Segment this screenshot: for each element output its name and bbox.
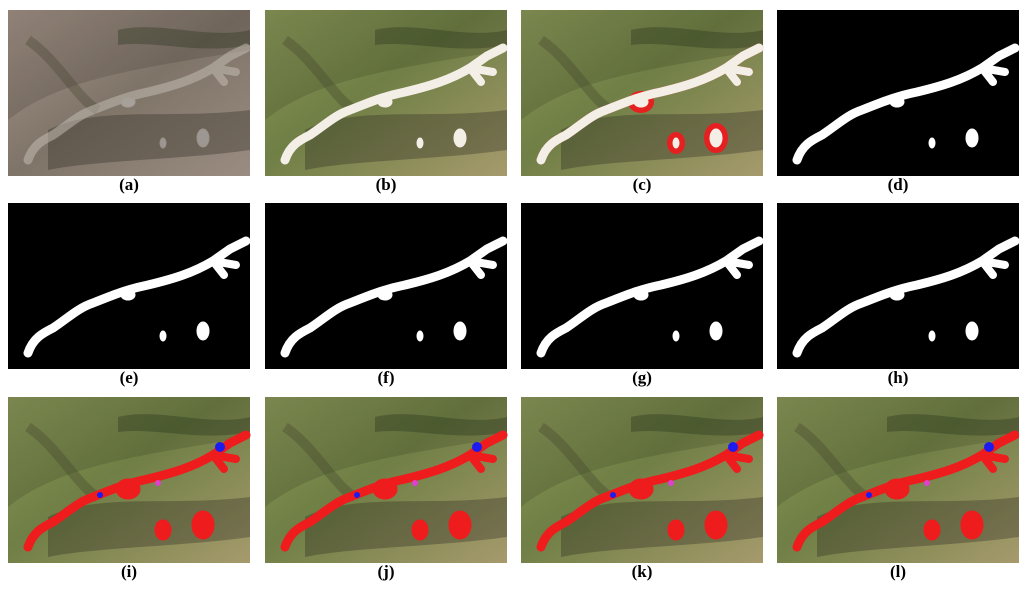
image-panel [8,203,250,369]
false-region [668,480,674,486]
missed-region [97,492,103,498]
panel-caption: (i) [121,562,137,581]
panel-caption: (c) [633,175,652,194]
false-region [412,480,418,486]
image-panel [265,203,507,369]
panel-caption: (j) [378,562,395,581]
image-panel [521,203,763,369]
image-panel [265,397,507,563]
image-panel [8,10,250,176]
panel-caption: (b) [376,175,397,194]
image-panel [521,397,763,563]
missed-region [354,492,360,498]
panel-caption: (e) [120,368,139,387]
panel-caption: (k) [632,562,653,581]
image-panel [521,10,763,176]
panel-caption: (f) [378,368,395,387]
missed-region [215,442,225,452]
image-panel [8,397,250,563]
missed-region [610,492,616,498]
image-panel [777,10,1019,176]
image-panel [777,397,1019,563]
panel-caption: (h) [888,368,909,387]
panel-caption: (l) [890,562,906,581]
missed-region [984,442,994,452]
panel-caption: (d) [888,175,909,194]
false-region [924,480,930,486]
figure: (a) (b) (c) (d) (e) (f) (g) (h) (i) (j) (k) (l) [0,0,1019,589]
missed-region [728,442,738,452]
false-region [155,480,161,486]
panel-caption: (g) [632,368,652,387]
panel-caption: (a) [119,175,139,194]
image-panel [777,203,1019,369]
image-panel [265,10,507,176]
missed-region [866,492,872,498]
missed-region [472,442,482,452]
